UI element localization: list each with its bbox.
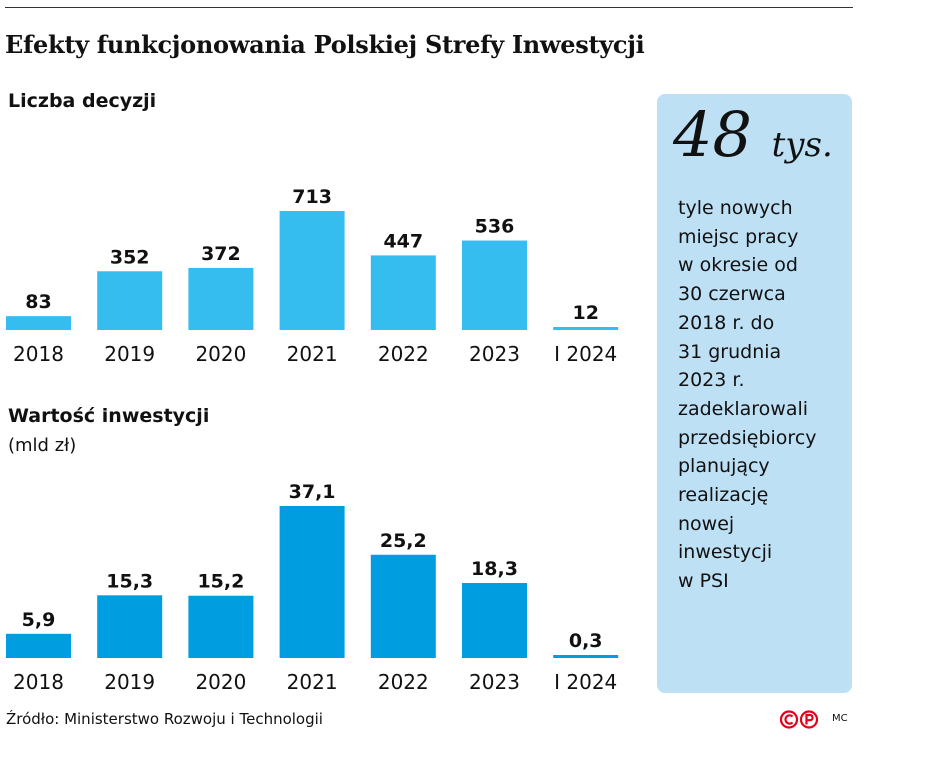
source-note: Źródło: Ministerstwo Rozwoju i Technolog… xyxy=(6,710,323,728)
bar-value-label: 15,3 xyxy=(106,570,153,592)
jobs-number: 48 xyxy=(673,98,752,171)
bar-value-label: 352 xyxy=(110,246,150,268)
category-label: 2019 xyxy=(104,670,155,694)
bar-value-label: 447 xyxy=(383,230,423,252)
top-rule xyxy=(5,7,853,8)
bar-value-label: 372 xyxy=(201,243,241,265)
bar-value-label: 15,2 xyxy=(197,571,244,593)
bar-value-label: 0,3 xyxy=(569,630,603,652)
bar-2022 xyxy=(370,255,436,330)
category-label: 2023 xyxy=(469,670,520,694)
bar-2021 xyxy=(279,506,345,658)
category-label: 2018 xyxy=(13,342,64,366)
jobs-unit: tys. xyxy=(771,125,833,165)
chart-title-investment-value: Wartość inwestycji xyxy=(8,405,210,427)
bar-2023 xyxy=(462,240,527,330)
category-label: 2022 xyxy=(378,342,429,366)
main-title: Efekty funkcjonowania Polskiej Strefy In… xyxy=(5,30,645,59)
bar-value-label: 83 xyxy=(25,291,51,313)
decisions-bar-chart: 83 2018 352 2019 372 2020 713 2021 447 2022 536 202… xyxy=(6,186,619,366)
investment-bar-chart: 5,9 2018 15,3 2019 15,2 2020 37,1 2021 25,2 2022 1… xyxy=(6,481,619,694)
bar-value-label: 37,1 xyxy=(289,481,336,503)
bar-2022 xyxy=(370,554,436,658)
bar-2020 xyxy=(188,595,254,658)
bar-2019 xyxy=(97,595,163,658)
bar-2019 xyxy=(97,271,163,330)
bar-2020 xyxy=(188,267,254,330)
bar-2018 xyxy=(6,633,71,658)
category-label: 2020 xyxy=(195,670,246,694)
bar-value-label: 18,3 xyxy=(471,558,518,580)
category-label: 2021 xyxy=(287,342,338,366)
author-initials: MC xyxy=(832,713,848,724)
jobs-highlight-number: 48 tys. xyxy=(673,104,833,166)
bar-value-label: 25,2 xyxy=(380,530,427,552)
category-label: 2022 xyxy=(378,670,429,694)
category-label: 2019 xyxy=(104,342,155,366)
chart-title-decisions: Liczba decyzji xyxy=(8,90,157,112)
bar-2021 xyxy=(279,211,345,330)
chart-subtitle-unit: (mld zł) xyxy=(8,435,77,456)
bar-value-label: 536 xyxy=(475,216,515,238)
bar-i-2024 xyxy=(553,327,619,330)
category-label: 2023 xyxy=(469,342,520,366)
category-label: 2018 xyxy=(13,670,64,694)
category-label: 2020 xyxy=(195,342,246,366)
info-description: tyle nowych miejsc pracy w okresie od 30… xyxy=(678,197,817,593)
bar-value-label: 12 xyxy=(572,302,598,324)
bar-value-label: 5,9 xyxy=(22,609,56,631)
category-label: I 2024 xyxy=(554,670,617,694)
info-panel xyxy=(657,94,852,693)
bar-2018 xyxy=(6,316,71,330)
cp-logo xyxy=(780,710,819,729)
bar-2023 xyxy=(462,583,527,658)
bar-value-label: 713 xyxy=(292,186,332,208)
bar-i-2024 xyxy=(553,655,619,658)
category-label: 2021 xyxy=(287,670,338,694)
category-label: I 2024 xyxy=(554,342,617,366)
